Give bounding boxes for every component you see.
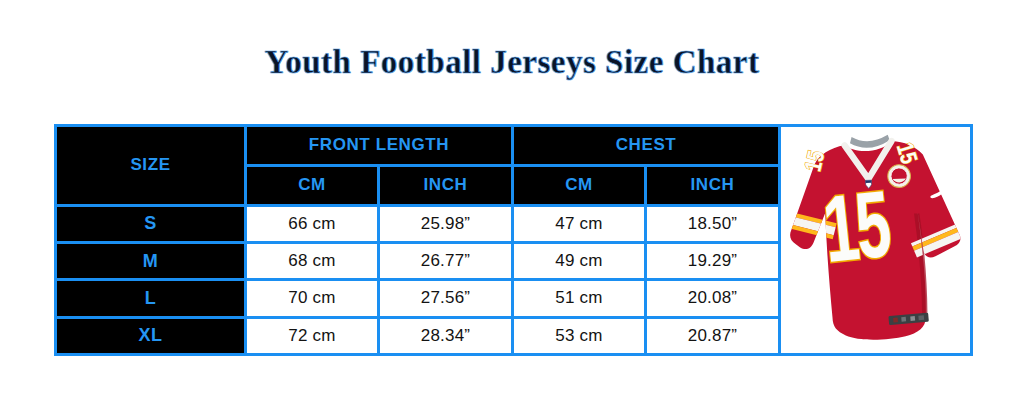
page-title: Youth Football Jerseys Size Chart — [0, 44, 1024, 81]
column-header-front-cm: CM — [246, 165, 379, 205]
shoulder-number-left: 15 — [799, 148, 829, 174]
front-length-inch: 25.98” — [379, 205, 513, 242]
front-length-cm: 70 cm — [246, 280, 379, 317]
chest-cm: 49 cm — [513, 243, 646, 280]
front-length-inch: 28.34” — [379, 317, 513, 354]
column-header-chest-cm: CM — [513, 165, 646, 205]
jersey-product-image: 15 15 15 — [780, 126, 972, 355]
size-label: XL — [56, 317, 246, 354]
chest-number: 15 — [818, 171, 894, 282]
front-length-inch: 26.77” — [379, 243, 513, 280]
chest-inch: 20.08” — [646, 280, 780, 317]
svg-text:15: 15 — [818, 171, 894, 282]
jersey-illustration: 15 15 15 — [790, 127, 962, 349]
size-label: M — [56, 243, 246, 280]
size-chart-table: SIZE FRONT LENGTH CHEST — [54, 124, 973, 356]
column-group-chest: CHEST — [513, 126, 780, 166]
chest-cm: 47 cm — [513, 205, 646, 242]
header-row-groups: SIZE FRONT LENGTH CHEST — [56, 126, 972, 166]
size-label: L — [56, 280, 246, 317]
svg-text:15: 15 — [799, 148, 829, 174]
column-header-chest-inch: INCH — [646, 165, 780, 205]
front-length-inch: 27.56” — [379, 280, 513, 317]
column-header-size: SIZE — [56, 126, 246, 206]
front-length-cm: 72 cm — [246, 317, 379, 354]
jersey-inner-collar — [849, 135, 889, 149]
chest-cm: 53 cm — [513, 317, 646, 354]
front-length-cm: 68 cm — [246, 243, 379, 280]
size-label: S — [56, 205, 246, 242]
chest-inch: 18.50” — [646, 205, 780, 242]
chest-cm: 51 cm — [513, 280, 646, 317]
column-header-front-inch: INCH — [379, 165, 513, 205]
chest-inch: 19.29” — [646, 243, 780, 280]
chest-inch: 20.87” — [646, 317, 780, 354]
front-length-cm: 66 cm — [246, 205, 379, 242]
team-patch-icon — [887, 164, 910, 187]
column-group-front-length: FRONT LENGTH — [246, 126, 513, 166]
